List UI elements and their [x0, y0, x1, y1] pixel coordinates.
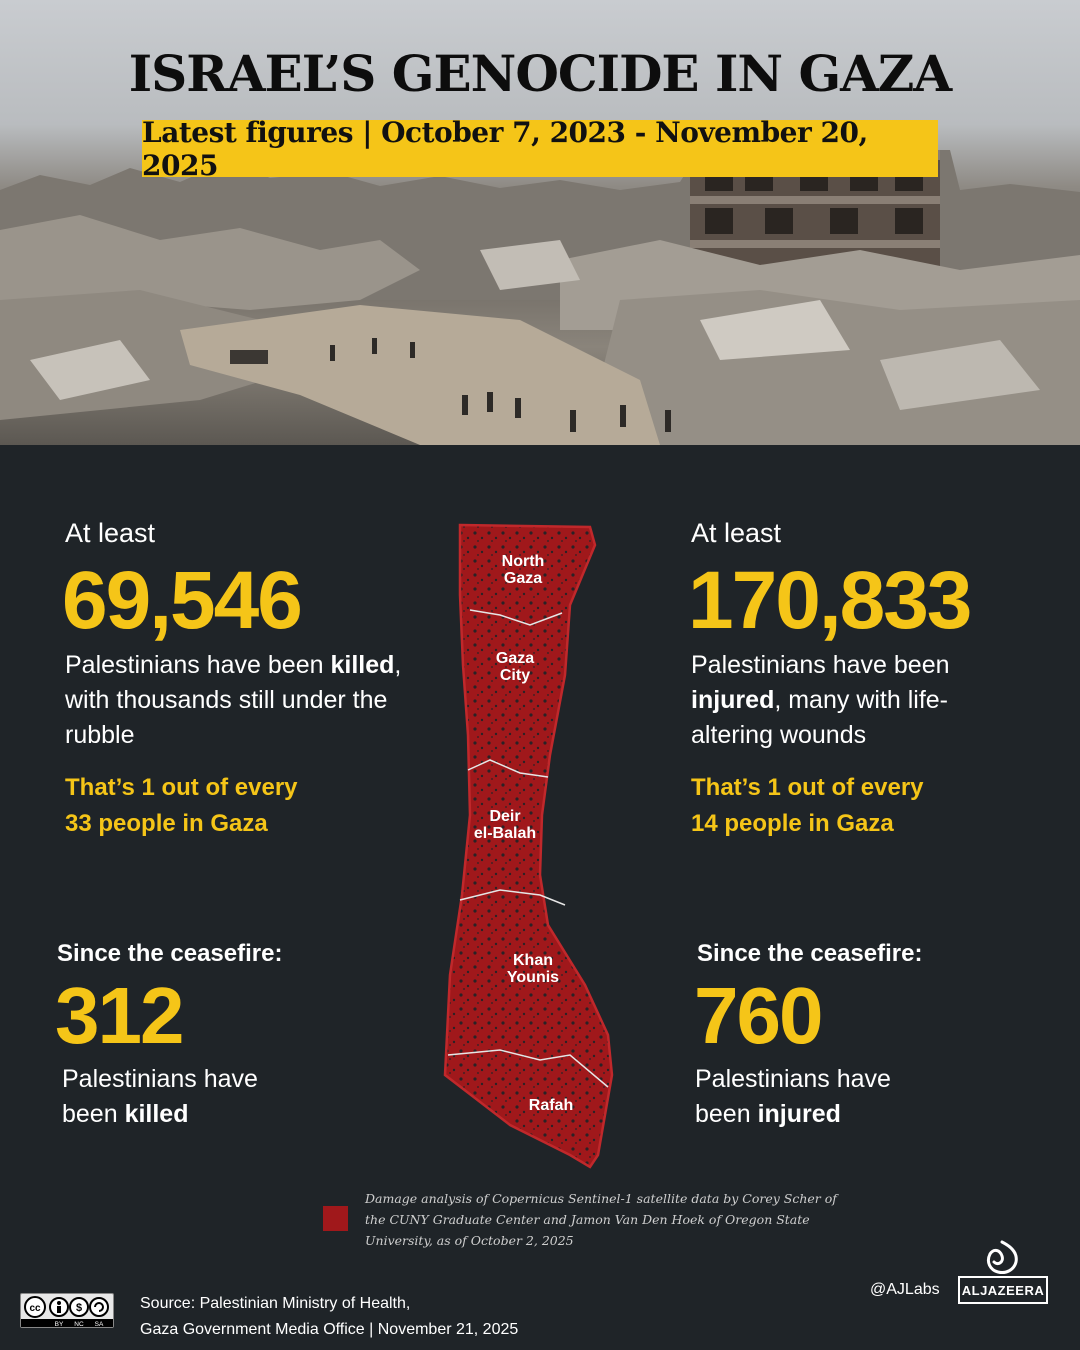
injured-ratio-line1: That’s 1 out of every — [691, 774, 924, 801]
svg-text:NC: NC — [74, 1321, 84, 1327]
injured-since-ceasefire-label: Since the ceasefire: — [697, 940, 923, 967]
map-label-rafah: Rafah — [528, 1097, 574, 1114]
map-label-khan-younis: Khan Younis — [506, 952, 560, 986]
injured-since-desc-pre: Palestinians have been — [695, 1065, 891, 1128]
map-label-north-gaza: North Gaza — [501, 553, 545, 587]
map-label-deir-el-balah: Deir el-Balah — [473, 808, 537, 842]
date-range-banner: Latest figures | October 7, 2023 - Novem… — [142, 116, 938, 182]
hero-photo: ISRAEL’S GENOCIDE IN GAZA Latest figures… — [0, 0, 1080, 445]
killed-since-desc-bold: killed — [124, 1100, 189, 1128]
aljazeera-logo: ALJAZEERA — [958, 1276, 1048, 1304]
injured-description: Palestinians have been injured, many wit… — [691, 648, 991, 753]
injured-lead-text: At least — [691, 518, 782, 548]
source-line1: Source: Palestinian Ministry of Health, — [140, 1295, 411, 1312]
killed-lead: At least — [65, 518, 155, 549]
killed-since-description: Palestinians have been killed — [62, 1062, 292, 1132]
killed-desc-bold: killed — [330, 651, 395, 679]
svg-text:$: $ — [76, 1302, 82, 1314]
svg-text:cc: cc — [29, 1303, 41, 1314]
injured-desc-pre: Palestinians have been — [691, 651, 950, 679]
creative-commons-badge: cc $ BY NC SA — [20, 1293, 114, 1328]
killed-ratio-line2: 33 people in Gaza — [65, 810, 268, 837]
killed-total-number: 69,546 — [62, 555, 303, 646]
damage-legend-text: Damage analysis of Copernicus Sentinel-1… — [365, 1191, 837, 1248]
svg-text:BY: BY — [55, 1321, 64, 1327]
killed-ratio-line1: That’s 1 out of every — [65, 774, 298, 801]
killed-since-ceasefire-number: 312 — [55, 971, 184, 1060]
injured-desc-bold: injured — [691, 686, 775, 714]
map-label-gaza-city: Gaza City — [495, 650, 535, 684]
damage-legend-swatch — [323, 1206, 348, 1231]
killed-since-ceasefire-label: Since the ceasefire: — [57, 940, 283, 967]
injured-ratio-line2: 14 people in Gaza — [691, 810, 894, 837]
aljazeera-logo-text: ALJAZEERA — [961, 1282, 1045, 1298]
gaza-damage-map: North Gaza Gaza City Deir el-Balah Khan Youn… — [430, 515, 640, 1180]
injured-ratio: That’s 1 out of every 14 people in Gaza — [691, 770, 924, 842]
killed-lead-text: At least — [65, 518, 156, 548]
gaza-strip-outline — [443, 523, 614, 1169]
source-line2: Gaza Government Media Office | November … — [140, 1321, 519, 1338]
page-title: ISRAEL’S GENOCIDE IN GAZA — [128, 44, 952, 103]
killed-description: Palestinians have been killed, with thou… — [65, 648, 425, 753]
damage-area — [443, 523, 614, 1169]
aljazeera-emblem-icon — [980, 1240, 1024, 1281]
injured-total-number: 170,833 — [688, 555, 972, 646]
source-credit: Source: Palestinian Ministry of Health, … — [140, 1291, 518, 1343]
killed-desc-post: , with thousands still under the rubble — [65, 651, 402, 749]
rubble-illustration — [0, 150, 1080, 445]
injured-since-description: Palestinians have been injured — [695, 1062, 925, 1132]
killed-desc-pre: Palestinians have been — [65, 651, 331, 679]
injured-lead: At least — [691, 518, 781, 549]
injured-desc-post: , many with life-altering wounds — [691, 686, 949, 749]
date-range-text: Latest figures | October 7, 2023 - Novem… — [142, 115, 868, 182]
svg-text:SA: SA — [95, 1321, 104, 1327]
injured-since-ceasefire-number: 760 — [694, 971, 823, 1060]
injured-since-desc-bold: injured — [757, 1100, 841, 1128]
killed-ratio: That’s 1 out of every 33 people in Gaza — [65, 770, 298, 842]
ajlabs-handle: @AJLabs — [870, 1281, 940, 1298]
killed-since-desc-pre: Palestinians have been — [62, 1065, 258, 1128]
